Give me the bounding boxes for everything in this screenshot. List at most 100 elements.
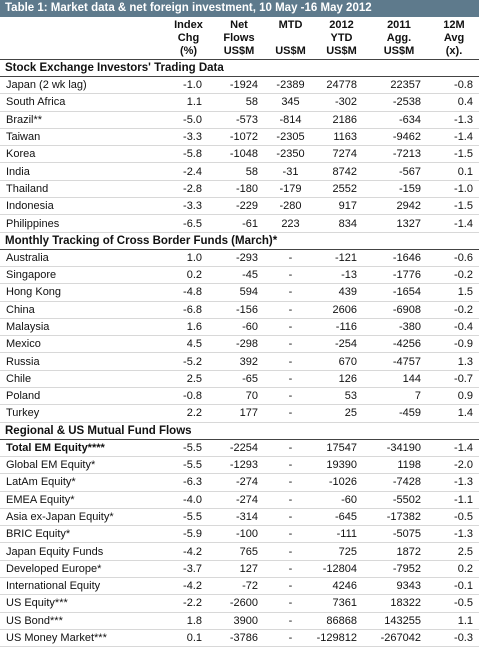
table-cell: -4.8: [166, 283, 211, 302]
table-cell: 58: [211, 162, 267, 181]
row-label: Developed Europe*: [0, 560, 166, 579]
table-cell: 1198: [369, 456, 429, 475]
table-cell: -1.4: [429, 439, 479, 457]
table-cell: -: [267, 249, 314, 267]
row-label: South Africa: [0, 93, 166, 112]
table-cell: 18322: [369, 594, 429, 613]
table-cell: -5.5: [166, 439, 211, 457]
table-cell: 917: [314, 197, 369, 216]
market-data-table: Index Net MTD 2012 2011 12M Chg Flows YT…: [0, 17, 479, 647]
table-cell: -1.5: [429, 145, 479, 164]
table-cell: -5.2: [166, 352, 211, 371]
table-row: BRIC Equity* -5.9 -100- -111 -5075 -1.3: [0, 525, 479, 544]
table-cell: -6.8: [166, 301, 211, 319]
table-cell: -645: [314, 508, 369, 527]
table-row: US Money Market*** 0.1 -3786- -129812 -26704…: [0, 629, 479, 647]
table-cell: -116: [314, 318, 369, 337]
table-cell: -60: [211, 318, 267, 337]
table-cell: -60: [314, 491, 369, 509]
table-cell: -7213: [369, 145, 429, 164]
table-cell: 1.8: [166, 612, 211, 630]
row-label: Thailand: [0, 180, 166, 199]
table-cell: 1.1: [166, 93, 211, 112]
table-cell: 0.2: [429, 560, 479, 579]
table-cell: -3.7: [166, 560, 211, 579]
table-cell: -61: [211, 214, 267, 233]
table-cell: -17382: [369, 508, 429, 527]
table-row: Russia -5.2 392-670 -4757 1.3: [0, 352, 479, 371]
table-row: China -6.8 -156-2606 -6908 -0.2: [0, 301, 479, 319]
table-cell: -4.2: [166, 577, 211, 596]
header-net-flows-3: US$M: [211, 45, 267, 60]
table-cell: -0.5: [429, 594, 479, 613]
table-row: EMEA Equity* -4.0 -274- -60 -5502 -1.1: [0, 491, 479, 509]
table-cell: 1.3: [429, 352, 479, 371]
table-cell: 1327: [369, 214, 429, 233]
table-cell: -: [267, 352, 314, 371]
table-cell: 7274: [314, 145, 369, 164]
row-label: India: [0, 162, 166, 181]
table-cell: 9343: [369, 577, 429, 596]
table-cell: -180: [211, 180, 267, 199]
table-cell: 3900: [211, 612, 267, 630]
table-cell: -34190: [369, 439, 429, 457]
row-label: EMEA Equity*: [0, 491, 166, 509]
row-label: Taiwan: [0, 128, 166, 147]
table-cell: -: [267, 508, 314, 527]
table-row: Asia ex-Japan Equity* -5.5 -314- -645 -17382…: [0, 508, 479, 527]
table-cell: -1.4: [429, 128, 479, 147]
table-row: Developed Europe* -3.7 127- -12804 -7952 0.2: [0, 560, 479, 579]
table-cell: -: [267, 542, 314, 561]
table-cell: 834: [314, 214, 369, 233]
table-cell: 8742: [314, 162, 369, 181]
table-cell: -1293: [211, 456, 267, 475]
row-label: Russia: [0, 352, 166, 371]
table-cell: 53: [314, 387, 369, 406]
table-cell: 1.6: [166, 318, 211, 337]
table-cell: -254: [314, 335, 369, 354]
table-cell: 1.4: [429, 404, 479, 423]
table-cell: -: [267, 318, 314, 337]
table-cell: 25: [314, 404, 369, 423]
table-cell: -2305: [267, 128, 314, 147]
section-header: Stock Exchange Investors' Trading Data: [0, 59, 479, 77]
table-cell: 439: [314, 283, 369, 302]
table-cell: -: [267, 456, 314, 475]
table-cell: -: [267, 370, 314, 389]
table-cell: -159: [369, 180, 429, 199]
table-cell: 2.5: [429, 542, 479, 561]
table-row: India -2.4 58 -31 8742 -567 0.1: [0, 162, 479, 181]
table-cell: -12804: [314, 560, 369, 579]
table-cell: -0.2: [429, 301, 479, 319]
table-cell: 7361: [314, 594, 369, 613]
table-row: Australia 1.0 -293- -121 -1646 -0.6: [0, 249, 479, 267]
table-cell: 2552: [314, 180, 369, 199]
table-cell: -1.3: [429, 473, 479, 492]
table-cell: -1.5: [429, 197, 479, 216]
table-cell: -298: [211, 335, 267, 354]
row-label: Mexico: [0, 335, 166, 354]
header-mtd-2: [267, 32, 314, 45]
table-row: Turkey 2.2 177-25 -459 1.4: [0, 404, 479, 423]
table-cell: -267042: [369, 629, 429, 647]
table-cell: 86868: [314, 612, 369, 630]
table-cell: -3.3: [166, 197, 211, 216]
table-cell: 2942: [369, 197, 429, 216]
table-cell: -573: [211, 111, 267, 129]
table-cell: -0.7: [429, 370, 479, 389]
table-cell: 4246: [314, 577, 369, 596]
table-cell: 58: [211, 93, 267, 112]
table-cell: -: [267, 301, 314, 319]
table-cell: -31: [267, 162, 314, 181]
header-net-flows-1: Net: [230, 19, 248, 31]
table-cell: 725: [314, 542, 369, 561]
table-row: US Bond*** 1.8 3900-86868 143255 1.1: [0, 612, 479, 630]
header-ytd-3: US$M: [314, 45, 369, 60]
table-row: Poland -0.8 70-53 7 0.9: [0, 387, 479, 406]
header-ytd-2: YTD: [330, 32, 353, 44]
table-cell: -1.1: [429, 491, 479, 509]
table-cell: -1048: [211, 145, 267, 164]
table-row: Global EM Equity* -5.5 -1293-19390 1198 -2.0: [0, 456, 479, 475]
table-cell: -: [267, 266, 314, 285]
header-ytd-1: 2012: [329, 19, 354, 31]
